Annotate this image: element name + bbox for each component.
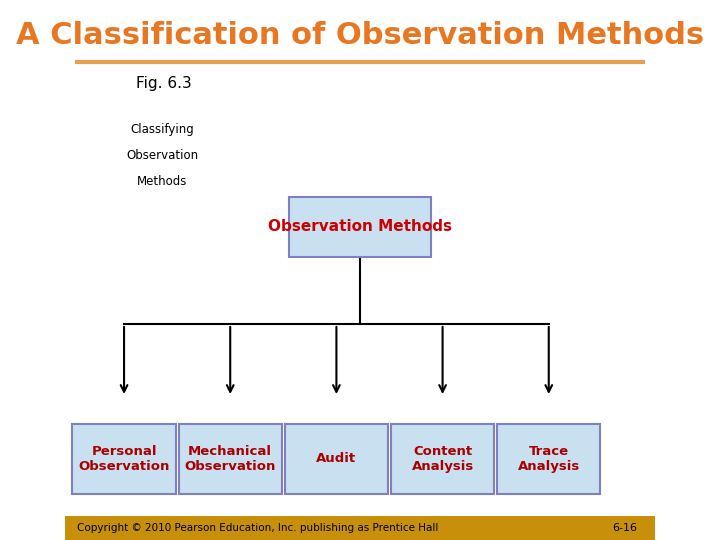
FancyBboxPatch shape xyxy=(497,424,600,494)
Text: Trace
Analysis: Trace Analysis xyxy=(518,445,580,473)
Text: Content
Analysis: Content Analysis xyxy=(411,445,474,473)
Text: Mechanical
Observation: Mechanical Observation xyxy=(184,445,276,473)
Text: Personal
Observation: Personal Observation xyxy=(78,445,170,473)
Text: Classifying: Classifying xyxy=(130,123,194,136)
Text: Copyright © 2010 Pearson Education, Inc. publishing as Prentice Hall: Copyright © 2010 Pearson Education, Inc.… xyxy=(77,523,438,533)
FancyBboxPatch shape xyxy=(179,424,282,494)
Text: A Classification of Observation Methods: A Classification of Observation Methods xyxy=(16,21,704,50)
Text: Fig. 6.3: Fig. 6.3 xyxy=(136,76,192,91)
Text: Methods: Methods xyxy=(138,175,188,188)
FancyBboxPatch shape xyxy=(73,424,176,494)
FancyBboxPatch shape xyxy=(285,424,388,494)
Text: Observation Methods: Observation Methods xyxy=(268,219,452,234)
FancyBboxPatch shape xyxy=(289,197,431,256)
Text: Audit: Audit xyxy=(316,453,356,465)
Text: 6-16: 6-16 xyxy=(612,523,637,533)
FancyBboxPatch shape xyxy=(65,516,655,540)
FancyBboxPatch shape xyxy=(391,424,494,494)
Text: Observation: Observation xyxy=(126,149,199,162)
